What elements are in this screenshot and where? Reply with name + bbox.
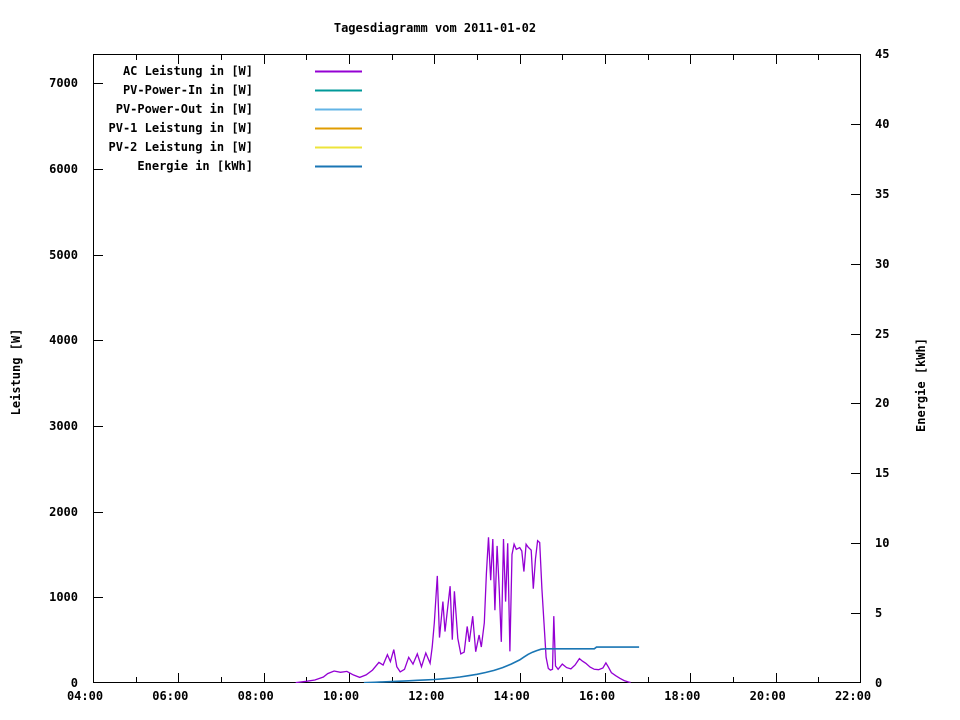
x-tick-label: 16:00 — [578, 689, 616, 703]
y-right-tick-label: 45 — [875, 47, 890, 61]
x-tick-label: 22:00 — [834, 689, 872, 703]
plot-canvas — [93, 54, 861, 683]
y-right-tick-label: 10 — [875, 536, 890, 551]
y-right-tick-label: 5 — [875, 606, 883, 621]
y-left-tick-label: 0 — [70, 676, 78, 690]
y-left-tick-label: 6000 — [49, 161, 78, 176]
x-tick-label: 12:00 — [408, 689, 445, 703]
x-tick-label: 06:00 — [152, 689, 189, 703]
y-left-tick-label: 2000 — [49, 504, 78, 519]
x-tick-label: 08:00 — [237, 689, 274, 703]
legend-label-pv-power-in: PV-Power-In in [W] — [122, 83, 253, 97]
series-line-energie — [363, 646, 640, 683]
y-right-tick-label: 0 — [875, 676, 883, 690]
y-axis-label-right: Energie [kWh] — [914, 338, 928, 432]
y-right-tick-label: 20 — [875, 396, 890, 411]
x-tick-label: 18:00 — [664, 689, 701, 703]
plot-area: AC Leistung in [W] PV-Power-In in [W] PV-P… — [93, 54, 861, 683]
x-tick-label: 14:00 — [493, 689, 530, 703]
y-left-tick-label: 5000 — [49, 247, 78, 262]
y-right-tick-label: 15 — [875, 466, 890, 481]
series-line-ac-leistung — [295, 537, 631, 683]
y-left-tick-label: 7000 — [49, 76, 78, 91]
x-tick-label: 04:00 — [66, 689, 104, 703]
y-right-tick-label: 40 — [875, 116, 890, 131]
legend-label-energie: Energie in [kWh] — [137, 159, 253, 173]
plot-border — [93, 54, 861, 683]
y-left-tick-label: 1000 — [49, 590, 78, 605]
legend-label-pv-power-out: PV-Power-Out in [W] — [115, 102, 253, 116]
y-left-tick-label: 3000 — [49, 418, 78, 433]
x-tick-label: 20:00 — [749, 689, 786, 703]
legend-label-pv-1-leistung: PV-1 Leistung in [W] — [108, 121, 254, 135]
y-right-tick-label: 25 — [875, 326, 890, 341]
y-right-tick-label: 35 — [875, 186, 890, 201]
y-left-tick-label: 4000 — [49, 333, 78, 348]
chart-title: Tagesdiagramm vom 2011-01-02 — [333, 21, 537, 35]
x-tick-label: 10:00 — [322, 689, 360, 703]
legend-label-ac-leistung: AC Leistung in [W] — [122, 64, 253, 78]
legend-label-pv-2-leistung: PV-2 Leistung in [W] — [108, 140, 254, 154]
y-right-tick-label: 30 — [875, 256, 890, 271]
